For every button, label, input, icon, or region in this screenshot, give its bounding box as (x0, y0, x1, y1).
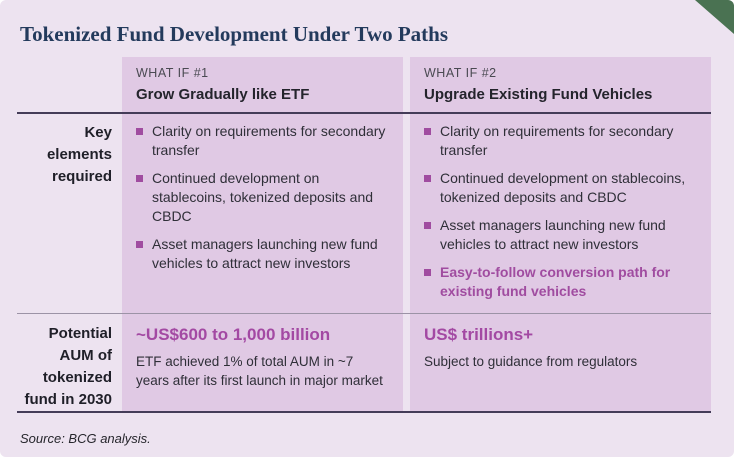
row-label-key-elements: Key elements required (46, 124, 112, 185)
column-2-eyebrow: WHAT IF #2 (424, 66, 497, 80)
aum-note: ETF achieved 1% of total AUM in ~7 years… (136, 354, 383, 388)
bullet-text: Easy-to-follow conversion path for exist… (440, 264, 671, 299)
aum-headline: ~US$600 to 1,000 billion (136, 325, 331, 344)
list-item: Continued development on stablecoins, to… (424, 169, 697, 207)
square-bullet-icon (424, 128, 431, 135)
list-item: Continued development on stablecoins, to… (136, 169, 389, 226)
folded-corner-icon (695, 0, 734, 34)
bullet-text: Clarity on requirements for secondary tr… (440, 123, 674, 158)
column-1-eyebrow: WHAT IF #1 (136, 66, 209, 80)
list-item: Clarity on requirements for secondary tr… (424, 122, 697, 160)
bullet-text: Asset managers launching new fund vehicl… (440, 217, 666, 252)
column-2-aum-cell: US$ trillions+ Subject to guidance from … (410, 314, 711, 371)
aum-headline: US$ trillions+ (424, 325, 534, 344)
column-1-background (122, 57, 403, 413)
list-item: Asset managers launching new fund vehicl… (424, 216, 697, 254)
bottom-rule (17, 411, 711, 413)
square-bullet-icon (136, 128, 143, 135)
aum-note: Subject to guidance from regulators (424, 354, 638, 369)
column-1-header: WHAT IF #1 Grow Gradually like ETF (122, 57, 403, 103)
square-bullet-icon (424, 222, 431, 229)
square-bullet-icon (424, 269, 431, 276)
column-2-title: Upgrade Existing Fund Vehicles (424, 86, 653, 103)
bullet-text: Continued development on stablecoins, to… (152, 170, 374, 224)
column-1-title: Grow Gradually like ETF (136, 86, 310, 103)
column-2-header: WHAT IF #2 Upgrade Existing Fund Vehicle… (410, 57, 711, 103)
list-item: Clarity on requirements for secondary tr… (136, 122, 389, 160)
row-label-potential-aum: Potential AUM of tokenized fund in 2030 (24, 325, 112, 408)
list-item: Asset managers launching new fund vehicl… (136, 235, 389, 273)
source-note: Source: BCG analysis. (20, 431, 151, 446)
square-bullet-icon (424, 175, 431, 182)
bullet-text: Continued development on stablecoins, to… (440, 170, 686, 205)
bullet-text: Clarity on requirements for secondary tr… (152, 123, 386, 158)
list-item-highlighted: Easy-to-follow conversion path for exist… (424, 263, 697, 301)
header-rule (17, 112, 711, 114)
square-bullet-icon (136, 175, 143, 182)
square-bullet-icon (136, 241, 143, 248)
page-title: Tokenized Fund Development Under Two Pat… (20, 22, 449, 46)
column-2-background (410, 57, 711, 413)
column-1-aum-cell: ~US$600 to 1,000 billion ETF achieved 1%… (122, 314, 403, 390)
column-2-bullet-list: Clarity on requirements for secondary tr… (410, 114, 711, 310)
row-divider (17, 313, 711, 314)
bullet-text: Asset managers launching new fund vehicl… (152, 236, 378, 271)
column-1-bullet-list: Clarity on requirements for secondary tr… (122, 114, 403, 282)
